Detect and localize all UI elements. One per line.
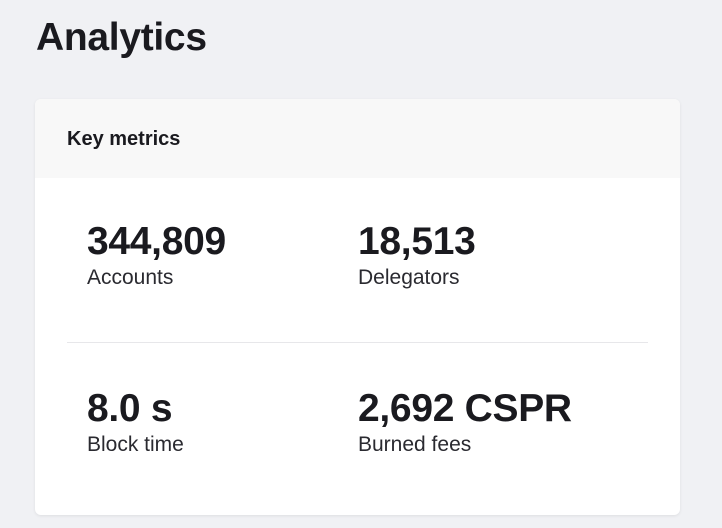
metric-burned-fees: 2,692 CSPR Burned fees	[358, 387, 572, 458]
metric-label: Delegators	[358, 266, 460, 289]
key-metrics-card: Key metrics 344,809 Accounts 18,513 Dele…	[35, 99, 680, 515]
metric-label: Accounts	[87, 266, 174, 289]
metric-label: Burned fees	[358, 433, 472, 456]
metrics-grid: 344,809 Accounts 18,513 Delegators 8.0 s…	[35, 178, 680, 515]
metric-label: Block time	[87, 433, 184, 456]
metric-value: 2,692 CSPR	[358, 387, 572, 430]
metric-block-time: 8.0 s Block time	[87, 387, 184, 458]
metric-accounts: 344,809 Accounts	[87, 220, 226, 291]
card-header: Key metrics	[35, 99, 680, 178]
metrics-divider	[67, 342, 648, 343]
metric-value: 8.0 s	[87, 387, 173, 430]
page-title: Analytics	[36, 16, 207, 59]
metric-delegators: 18,513 Delegators	[358, 220, 476, 291]
metric-value: 344,809	[87, 220, 226, 263]
card-title: Key metrics	[67, 127, 181, 150]
metric-value: 18,513	[358, 220, 476, 263]
